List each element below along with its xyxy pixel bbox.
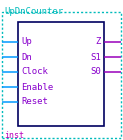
Text: Up: Up [21, 38, 32, 46]
Text: Enable: Enable [21, 82, 53, 92]
Text: Dn: Dn [21, 52, 32, 61]
Text: UpDnCounter: UpDnCounter [4, 7, 63, 16]
Bar [18, 22, 104, 126]
Text: inst: inst [4, 131, 24, 140]
Text: Clock: Clock [21, 67, 48, 76]
Text: Z: Z [96, 38, 101, 46]
Text: S1: S1 [90, 52, 101, 61]
Text: Reset: Reset [21, 97, 48, 107]
Text: S0: S0 [90, 67, 101, 76]
